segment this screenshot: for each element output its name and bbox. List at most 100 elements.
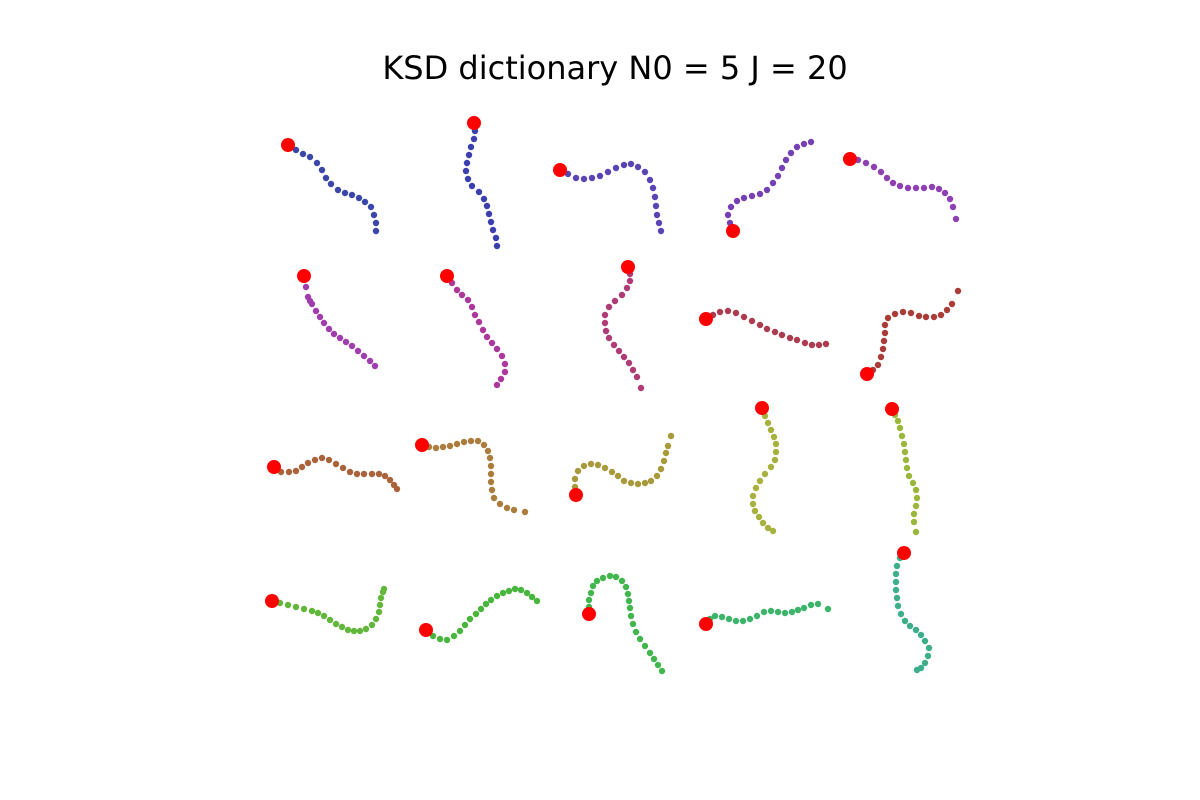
curve-point (912, 528, 920, 536)
curve-point (874, 361, 882, 369)
curve-point (760, 608, 768, 616)
curve-point (523, 589, 531, 597)
curve-point (662, 449, 670, 457)
curve-point (793, 336, 801, 344)
curve-point (453, 440, 461, 448)
curve-point (793, 143, 801, 151)
curve-point (759, 519, 767, 527)
curve-point (501, 360, 509, 368)
curve-point (883, 174, 891, 182)
curve-point (362, 625, 370, 633)
curve-point (484, 447, 492, 455)
curve-point (922, 313, 930, 321)
curve-point (930, 313, 938, 321)
curve-point (657, 465, 665, 473)
curve-point (921, 659, 929, 667)
curve-point (302, 283, 310, 291)
curve-point (954, 287, 962, 295)
curve-point (624, 590, 632, 598)
curve-point (311, 456, 319, 464)
curve-point (660, 457, 668, 465)
curve-point (877, 168, 885, 176)
curve-point (769, 179, 777, 187)
curve-point (348, 342, 356, 350)
curve-point (732, 309, 740, 317)
curve-point (877, 353, 885, 361)
curve-point (605, 334, 613, 342)
curve-point (787, 149, 795, 157)
curve-point (386, 476, 394, 484)
curve-point (903, 464, 911, 472)
curve-point (497, 375, 505, 383)
curve-start-marker (755, 401, 769, 415)
curve-point (739, 617, 747, 625)
curve-point (601, 464, 609, 472)
curve-point (318, 454, 326, 462)
curve-point (880, 337, 888, 345)
curve-point (479, 326, 487, 334)
curve-point (894, 602, 902, 610)
curve-point (629, 620, 637, 628)
curve-point (881, 329, 889, 337)
curve-point (767, 463, 775, 471)
curve-point (647, 477, 655, 485)
curve-point (667, 432, 675, 440)
curve-point (501, 368, 509, 376)
curve-start-marker (699, 312, 713, 326)
curve-point (338, 623, 346, 631)
curve-point (949, 203, 957, 211)
curve-point (807, 601, 815, 609)
curve-point (517, 586, 525, 594)
curve-point (815, 341, 823, 349)
curve-point (370, 211, 378, 219)
curve-point (580, 462, 588, 470)
curve-point (462, 167, 470, 175)
curve-point (326, 616, 334, 624)
curve-point (732, 617, 740, 625)
curve-point (380, 585, 388, 593)
curve-8 (601, 260, 645, 392)
curve-point (772, 448, 780, 456)
curve-point (325, 325, 333, 333)
curve-start-marker (281, 138, 295, 152)
curve-start-marker (860, 367, 874, 381)
curve-point (360, 470, 368, 478)
curve-start-marker (467, 116, 481, 130)
curve-point (493, 345, 501, 353)
curve-point (756, 321, 764, 329)
curve-point (314, 609, 322, 617)
curve-point (480, 441, 488, 449)
curve-point (470, 135, 478, 143)
curve-point (924, 652, 932, 660)
curve-point (375, 470, 383, 478)
curve-point (650, 655, 658, 663)
curve-point (892, 570, 900, 578)
curve-point (764, 419, 772, 427)
curve-point (483, 202, 491, 210)
curve-point (348, 191, 356, 199)
curve-point (458, 291, 466, 299)
curve-point (361, 198, 369, 206)
curve-point (899, 308, 907, 316)
curve-point (711, 612, 719, 620)
curve-point (658, 667, 666, 675)
curve-point (912, 184, 920, 192)
curve-point (292, 603, 300, 611)
curve-point (902, 456, 910, 464)
curve-point (300, 605, 308, 613)
curve-point (767, 607, 775, 615)
curve-point (599, 574, 607, 582)
curve-point (746, 615, 754, 623)
curve-point (292, 467, 300, 475)
curve-point (610, 341, 618, 349)
curve-point (372, 219, 380, 227)
curve-point (946, 195, 954, 203)
curve-point (356, 627, 364, 635)
curve-point (318, 166, 326, 174)
curve-point (608, 468, 616, 476)
curve-5 (843, 152, 960, 223)
curve-point (464, 175, 472, 183)
curve-point (367, 203, 375, 211)
curve-point (432, 444, 440, 452)
curve-point (641, 479, 649, 487)
